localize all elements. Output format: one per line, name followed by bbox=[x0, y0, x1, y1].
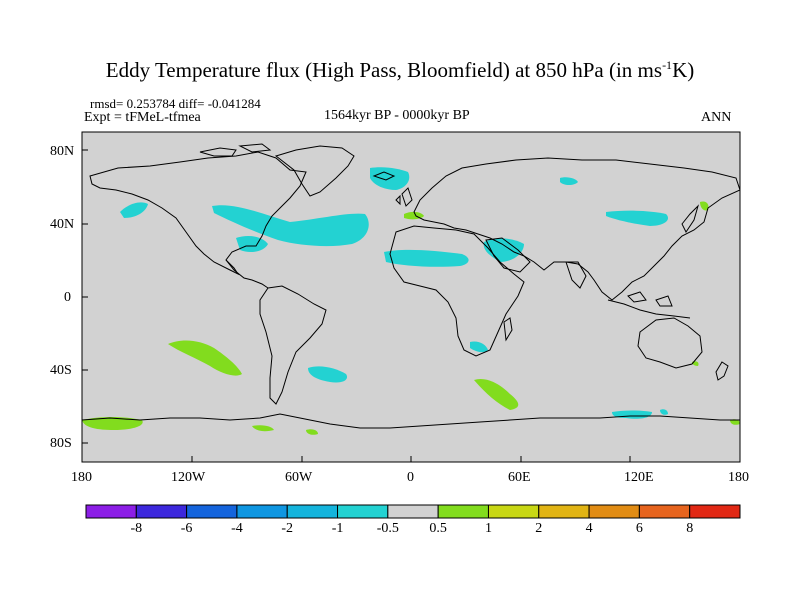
latitude-ticks bbox=[82, 149, 88, 444]
coast-iceland bbox=[372, 171, 396, 181]
coast-eurasia bbox=[413, 157, 740, 301]
colorbar-swatch bbox=[135, 504, 188, 519]
coast-greenland bbox=[274, 145, 355, 197]
coast-new-zealand bbox=[715, 361, 729, 381]
coast-australia bbox=[637, 317, 703, 369]
colorbar-label: 8 bbox=[686, 521, 694, 536]
patch-barents bbox=[560, 177, 578, 185]
patch-south-atlantic bbox=[308, 366, 348, 383]
lon-label-60w: 60W bbox=[285, 470, 313, 485]
map-background bbox=[82, 132, 740, 462]
lon-label-180w: 180 bbox=[71, 470, 92, 485]
colorbar-label: 2 bbox=[535, 521, 543, 536]
colorbar-swatch bbox=[186, 504, 238, 519]
coast-madagascar bbox=[503, 317, 513, 342]
patch-sahara bbox=[384, 249, 469, 267]
lat-label-80n: 80N bbox=[50, 144, 75, 159]
lon-label-120e: 120E bbox=[624, 470, 654, 485]
patch-kamchatka bbox=[700, 201, 709, 211]
lat-label-80s: 80S bbox=[50, 436, 72, 451]
coast-central-america bbox=[225, 259, 269, 289]
colorbar-swatch bbox=[638, 504, 691, 519]
coast-canadian-arctic bbox=[199, 143, 272, 157]
colorbar-label: -4 bbox=[231, 521, 243, 536]
colorbar-label: 1 bbox=[484, 521, 492, 536]
patch-south-africa bbox=[470, 341, 488, 353]
colorbar-swatch bbox=[286, 504, 339, 519]
coast-antarctica bbox=[82, 413, 740, 429]
colorbar-label: -0.5 bbox=[376, 521, 399, 536]
lon-label-0: 0 bbox=[407, 470, 414, 485]
coast-south-america bbox=[259, 285, 327, 405]
coast-north-america bbox=[89, 151, 307, 276]
patch-east-asia bbox=[606, 210, 669, 226]
season-label: ANN bbox=[701, 110, 732, 125]
coast-arabia bbox=[485, 237, 531, 273]
patch-north-atlantic bbox=[212, 205, 369, 247]
colorbar-label: 6 bbox=[635, 521, 643, 536]
patch-antarctic-small-1 bbox=[252, 425, 274, 432]
coast-indonesia bbox=[607, 291, 691, 319]
colorbar-label: 0.5 bbox=[429, 521, 447, 536]
colorbar-swatch bbox=[689, 504, 741, 519]
patch-southern-ocean-small bbox=[660, 409, 668, 415]
lon-label-180e: 180 bbox=[728, 470, 749, 485]
coastlines bbox=[82, 143, 740, 429]
map-title: Eddy Temperature flux (High Pass, Bloomf… bbox=[105, 58, 695, 82]
period-label: 1564kyr BP - 0000kyr BP bbox=[324, 108, 470, 123]
coast-india bbox=[565, 261, 587, 289]
colorbar-label: -1 bbox=[331, 521, 344, 536]
colorbar-label: -8 bbox=[130, 521, 143, 536]
stats-text: rmsd= 0.253784 diff= -0.041284 bbox=[90, 96, 261, 111]
colorbar-swatch bbox=[538, 504, 590, 519]
colorbar-swatch bbox=[437, 504, 489, 519]
colorbar-swatch bbox=[588, 504, 640, 519]
lat-label-0: 0 bbox=[64, 290, 71, 305]
patch-ross-sea bbox=[82, 417, 143, 430]
lon-label-120w: 120W bbox=[171, 470, 206, 485]
lat-label-40s: 40S bbox=[50, 363, 72, 378]
coast-british-isles bbox=[395, 187, 413, 207]
colorbar-label: -2 bbox=[281, 521, 294, 536]
colorbar-swatch bbox=[487, 504, 540, 519]
colorbar-swatch bbox=[387, 504, 439, 519]
patch-north-pacific bbox=[120, 202, 148, 218]
longitude-ticks bbox=[81, 456, 741, 462]
lat-label-40n: 40N bbox=[50, 217, 75, 232]
colorbar-swatch bbox=[236, 504, 288, 519]
patch-southern-indian-green bbox=[474, 378, 519, 410]
coast-japan bbox=[681, 204, 700, 233]
lon-label-60e: 60E bbox=[508, 470, 531, 485]
patch-south-pacific bbox=[168, 340, 242, 376]
colorbar-swatch bbox=[85, 504, 137, 519]
colorbar-label: 4 bbox=[585, 521, 593, 536]
experiment-label: Expt = tFMeL-tfmea bbox=[84, 110, 201, 125]
colorbar-label: -6 bbox=[180, 521, 193, 536]
coast-africa bbox=[389, 225, 525, 357]
patch-antarctic-east bbox=[730, 419, 740, 425]
patch-antarctic-small-2 bbox=[306, 429, 318, 435]
colorbar-swatch bbox=[337, 504, 389, 519]
